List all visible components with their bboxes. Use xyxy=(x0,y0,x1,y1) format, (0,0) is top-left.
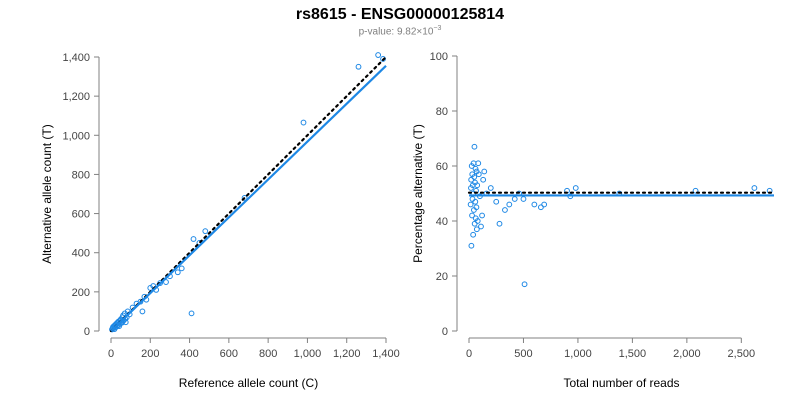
right-data-point xyxy=(496,220,503,227)
right-y-tick-label: 40 xyxy=(436,216,448,228)
left-y-axis-title: Alternative allele count (T) xyxy=(40,124,54,263)
left-data-point xyxy=(163,279,169,285)
right-x-tick-label: 0 xyxy=(466,348,472,360)
right-y-axis-title: Percentage alternative (T) xyxy=(411,124,425,263)
right-data-point xyxy=(475,171,482,178)
left-x-axis-title: Reference allele count (C) xyxy=(179,376,318,390)
right-y-tick-label: 80 xyxy=(436,106,448,118)
left-data-point xyxy=(375,52,382,58)
chart-subtitle: p-value: 9.82×10−3 xyxy=(0,25,800,37)
subtitle-prefix: p-value: xyxy=(358,26,397,38)
left-x-tick-label: 1,000 xyxy=(294,348,322,360)
right-data-point xyxy=(475,160,482,167)
right-data-point xyxy=(480,176,487,183)
right-data-point xyxy=(470,231,477,238)
right-data-point xyxy=(467,201,474,208)
right-x-tick-label: 500 xyxy=(514,348,532,360)
left-data-point xyxy=(300,119,307,126)
right-y-tick-label: 0 xyxy=(442,326,448,338)
chart-title: rs8615 - ENSG00000125814 xyxy=(295,6,505,23)
right-data-point xyxy=(502,207,508,213)
right-data-point xyxy=(572,185,579,191)
right-x-tick-label: 2,500 xyxy=(728,348,756,360)
right-data-point xyxy=(468,242,475,249)
right-data-point xyxy=(511,196,518,202)
left-y-tick-label: 400 xyxy=(72,248,90,260)
left-x-tick-label: 1,200 xyxy=(333,348,361,360)
right-data-point xyxy=(481,168,488,175)
right-data-point xyxy=(520,196,527,202)
left-y-tick-label: 1,000 xyxy=(62,130,90,142)
right-data-point xyxy=(472,198,479,205)
right-data-point xyxy=(478,223,484,230)
left-y-tick-label: 800 xyxy=(72,169,90,181)
left-x-tick-label: 600 xyxy=(220,348,238,360)
left-x-tick-label: 1,400 xyxy=(372,348,400,360)
left-reference-line xyxy=(109,55,388,333)
right-data-point xyxy=(692,187,699,194)
left-data-point xyxy=(355,63,362,70)
left-x-tick-label: 200 xyxy=(141,348,159,360)
right-x-tick-label: 1,000 xyxy=(564,348,592,360)
right-data-point xyxy=(531,201,538,208)
right-data-point xyxy=(506,201,513,208)
right-data-point xyxy=(473,226,480,233)
left-y-tick-label: 600 xyxy=(72,209,90,221)
right-data-point xyxy=(479,212,485,219)
right-data-point xyxy=(471,220,478,227)
right-data-point xyxy=(473,204,480,211)
subtitle-exponent: −3 xyxy=(433,25,442,32)
right-x-tick-label: 1,500 xyxy=(619,348,647,360)
right-data-point xyxy=(751,185,758,191)
left-data-point xyxy=(139,308,146,315)
left-data-point xyxy=(190,236,197,242)
left-data-point xyxy=(202,228,209,235)
left-data-point xyxy=(178,265,185,272)
right-x-tick-label: 2,000 xyxy=(673,348,701,360)
right-x-axis-title: Total number of reads xyxy=(563,376,679,390)
right-data-point xyxy=(474,218,481,224)
left-y-tick-label: 1,400 xyxy=(62,52,90,64)
left-x-tick-label: 0 xyxy=(108,348,114,360)
left-data-point xyxy=(174,269,181,276)
right-data-point xyxy=(487,185,494,191)
right-data-point xyxy=(541,201,548,208)
left-y-tick-label: 0 xyxy=(84,326,90,338)
right-data-point xyxy=(474,182,481,189)
left-y-tick-label: 200 xyxy=(72,287,90,299)
right-data-point xyxy=(521,281,528,288)
left-data-point xyxy=(188,310,195,317)
left-x-tick-label: 400 xyxy=(180,348,198,360)
right-data-point xyxy=(469,212,475,219)
right-data-point xyxy=(472,165,479,172)
right-y-tick-label: 60 xyxy=(436,161,448,173)
left-fit-line xyxy=(110,65,387,332)
right-data-point xyxy=(471,143,478,150)
left-y-tick-label: 1,200 xyxy=(62,91,90,103)
left-x-tick-label: 800 xyxy=(259,348,277,360)
subtitle-mantissa: 9.82×10 xyxy=(396,26,434,38)
right-y-tick-label: 100 xyxy=(430,51,448,63)
right-data-point xyxy=(493,198,500,205)
right-y-tick-label: 20 xyxy=(436,271,448,283)
right-data-point xyxy=(471,174,478,180)
left-data-point xyxy=(241,195,248,201)
right-data-point xyxy=(469,196,476,202)
